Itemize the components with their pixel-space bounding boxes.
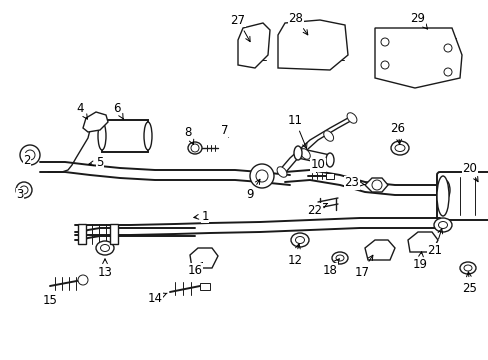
Ellipse shape	[293, 146, 302, 160]
Text: 7: 7	[221, 123, 228, 137]
Ellipse shape	[346, 113, 356, 123]
Text: 13: 13	[98, 259, 112, 279]
Ellipse shape	[371, 180, 381, 190]
Circle shape	[443, 44, 451, 52]
Text: 3: 3	[16, 189, 23, 202]
Text: 4: 4	[76, 102, 87, 119]
Circle shape	[256, 170, 267, 182]
Text: 21: 21	[427, 229, 442, 256]
Polygon shape	[278, 20, 347, 70]
Bar	[325, 173, 333, 179]
Polygon shape	[364, 240, 394, 260]
Circle shape	[380, 38, 388, 46]
Polygon shape	[238, 23, 269, 68]
Text: 14: 14	[147, 292, 167, 305]
Text: 16: 16	[187, 262, 202, 276]
Text: 29: 29	[409, 12, 427, 29]
Ellipse shape	[331, 252, 347, 264]
Ellipse shape	[438, 221, 447, 229]
Circle shape	[20, 145, 40, 165]
Text: 22: 22	[307, 203, 326, 216]
Text: 15: 15	[42, 293, 57, 306]
Circle shape	[20, 186, 28, 194]
Ellipse shape	[325, 153, 333, 167]
Ellipse shape	[323, 131, 333, 141]
Text: 8: 8	[184, 126, 193, 144]
Ellipse shape	[394, 144, 404, 152]
Ellipse shape	[98, 122, 106, 150]
Ellipse shape	[96, 241, 114, 255]
Text: 20: 20	[462, 162, 477, 182]
Ellipse shape	[433, 218, 451, 232]
Text: 24: 24	[0, 359, 1, 360]
Polygon shape	[364, 178, 387, 192]
Ellipse shape	[143, 122, 152, 150]
Text: 28: 28	[288, 12, 307, 35]
Bar	[110, 224, 118, 244]
Text: 19: 19	[412, 252, 427, 271]
Circle shape	[16, 182, 32, 198]
Circle shape	[249, 164, 273, 188]
Polygon shape	[83, 112, 108, 132]
Ellipse shape	[295, 237, 304, 243]
Ellipse shape	[390, 141, 408, 155]
Polygon shape	[190, 248, 218, 268]
Ellipse shape	[187, 142, 202, 154]
Bar	[102, 120, 148, 152]
Circle shape	[380, 61, 388, 69]
Text: 1: 1	[193, 210, 208, 222]
Text: 27: 27	[230, 13, 249, 42]
Text: 18: 18	[322, 259, 339, 276]
Ellipse shape	[459, 262, 475, 274]
Text: 26: 26	[390, 122, 405, 144]
Text: 2: 2	[23, 153, 31, 166]
Ellipse shape	[439, 180, 449, 200]
Circle shape	[443, 68, 451, 76]
Ellipse shape	[101, 244, 109, 252]
Text: 9: 9	[246, 179, 260, 202]
Text: 12: 12	[287, 244, 302, 266]
Circle shape	[25, 150, 35, 160]
Ellipse shape	[277, 167, 286, 177]
Circle shape	[78, 275, 88, 285]
Text: 26: 26	[0, 359, 1, 360]
FancyBboxPatch shape	[436, 172, 488, 220]
Ellipse shape	[436, 176, 448, 216]
Text: 5: 5	[89, 156, 103, 168]
Text: 11: 11	[287, 113, 306, 148]
Polygon shape	[374, 28, 461, 88]
Text: 6: 6	[113, 102, 123, 119]
Text: 17: 17	[354, 255, 372, 279]
Bar	[200, 283, 209, 290]
Ellipse shape	[290, 233, 308, 247]
Ellipse shape	[300, 149, 309, 159]
Circle shape	[191, 144, 199, 152]
Polygon shape	[407, 232, 437, 252]
Ellipse shape	[463, 265, 471, 271]
Ellipse shape	[335, 255, 343, 261]
Text: 25: 25	[462, 272, 476, 294]
Text: 10: 10	[310, 158, 325, 172]
Bar	[78, 224, 86, 244]
Text: 23: 23	[344, 176, 364, 189]
